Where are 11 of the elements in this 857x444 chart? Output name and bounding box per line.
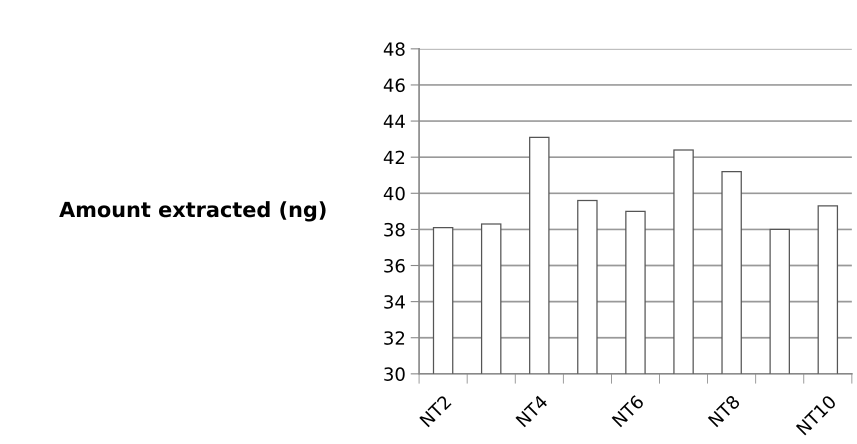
y-tick-label: 40 — [384, 186, 405, 200]
y-tick-label: 46 — [384, 78, 405, 92]
y-tick-label: 44 — [384, 114, 405, 128]
y-axis-title: Amount extracted (ng) — [59, 201, 326, 222]
y-tick-label: 48 — [384, 42, 405, 56]
y-tick-label: 42 — [384, 150, 404, 164]
y-tick-label: 36 — [384, 258, 405, 273]
y-tick-label: 30 — [384, 367, 405, 381]
y-tick-label: 34 — [384, 295, 405, 309]
y-tick-label: 32 — [384, 331, 404, 345]
y-tick-label: 38 — [384, 222, 405, 237]
